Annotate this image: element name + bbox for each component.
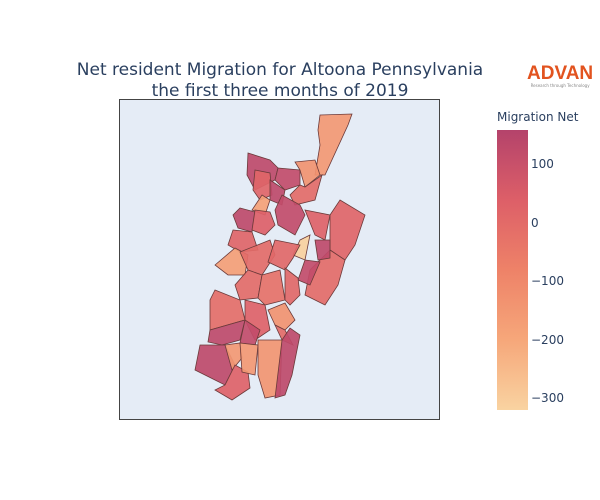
map-region[interactable]: [267, 239, 301, 271]
title-line-2: the first three months of 2019: [151, 81, 409, 101]
logo-tagline: Research through Technology: [530, 83, 590, 88]
colorbar-tick-label: 100: [531, 157, 554, 172]
map-region[interactable]: [239, 342, 259, 376]
map-region[interactable]: [214, 364, 251, 401]
colorbar-tick-label: 0: [531, 215, 539, 230]
map-region[interactable]: [294, 159, 321, 188]
advan-logo: ADVAN Research through Technology: [527, 64, 593, 88]
map-region[interactable]: [207, 319, 246, 346]
map-region[interactable]: [257, 269, 286, 306]
colorbar-tick-label: −100: [531, 274, 564, 289]
regions: [194, 113, 366, 401]
title-line-1: Net resident Migration for Altoona Penns…: [76, 60, 484, 80]
choropleth-map[interactable]: [119, 99, 440, 420]
map-region[interactable]: [257, 339, 283, 399]
map-region[interactable]: [297, 259, 321, 286]
colorbar-title: Migration Net: [497, 110, 579, 124]
map-region[interactable]: [274, 194, 306, 236]
map-region[interactable]: [284, 267, 301, 306]
map-region[interactable]: [234, 269, 263, 301]
map-region[interactable]: [274, 167, 301, 191]
map-region[interactable]: [289, 174, 323, 206]
map-region[interactable]: [232, 207, 256, 233]
logo-brand: ADVAN: [527, 63, 594, 84]
map-region[interactable]: [239, 239, 276, 276]
colorbar-tick-label: −300: [531, 391, 564, 406]
map-region[interactable]: [314, 239, 331, 261]
colorbar-tick-label: −200: [531, 332, 564, 347]
map-region[interactable]: [267, 302, 296, 331]
chart-title: Net resident Migration for Altoona Penns…: [60, 60, 500, 102]
colorbar-gradient: [497, 130, 528, 410]
map-region[interactable]: [251, 209, 276, 236]
colorbar: [497, 130, 528, 410]
map-region[interactable]: [274, 327, 301, 399]
